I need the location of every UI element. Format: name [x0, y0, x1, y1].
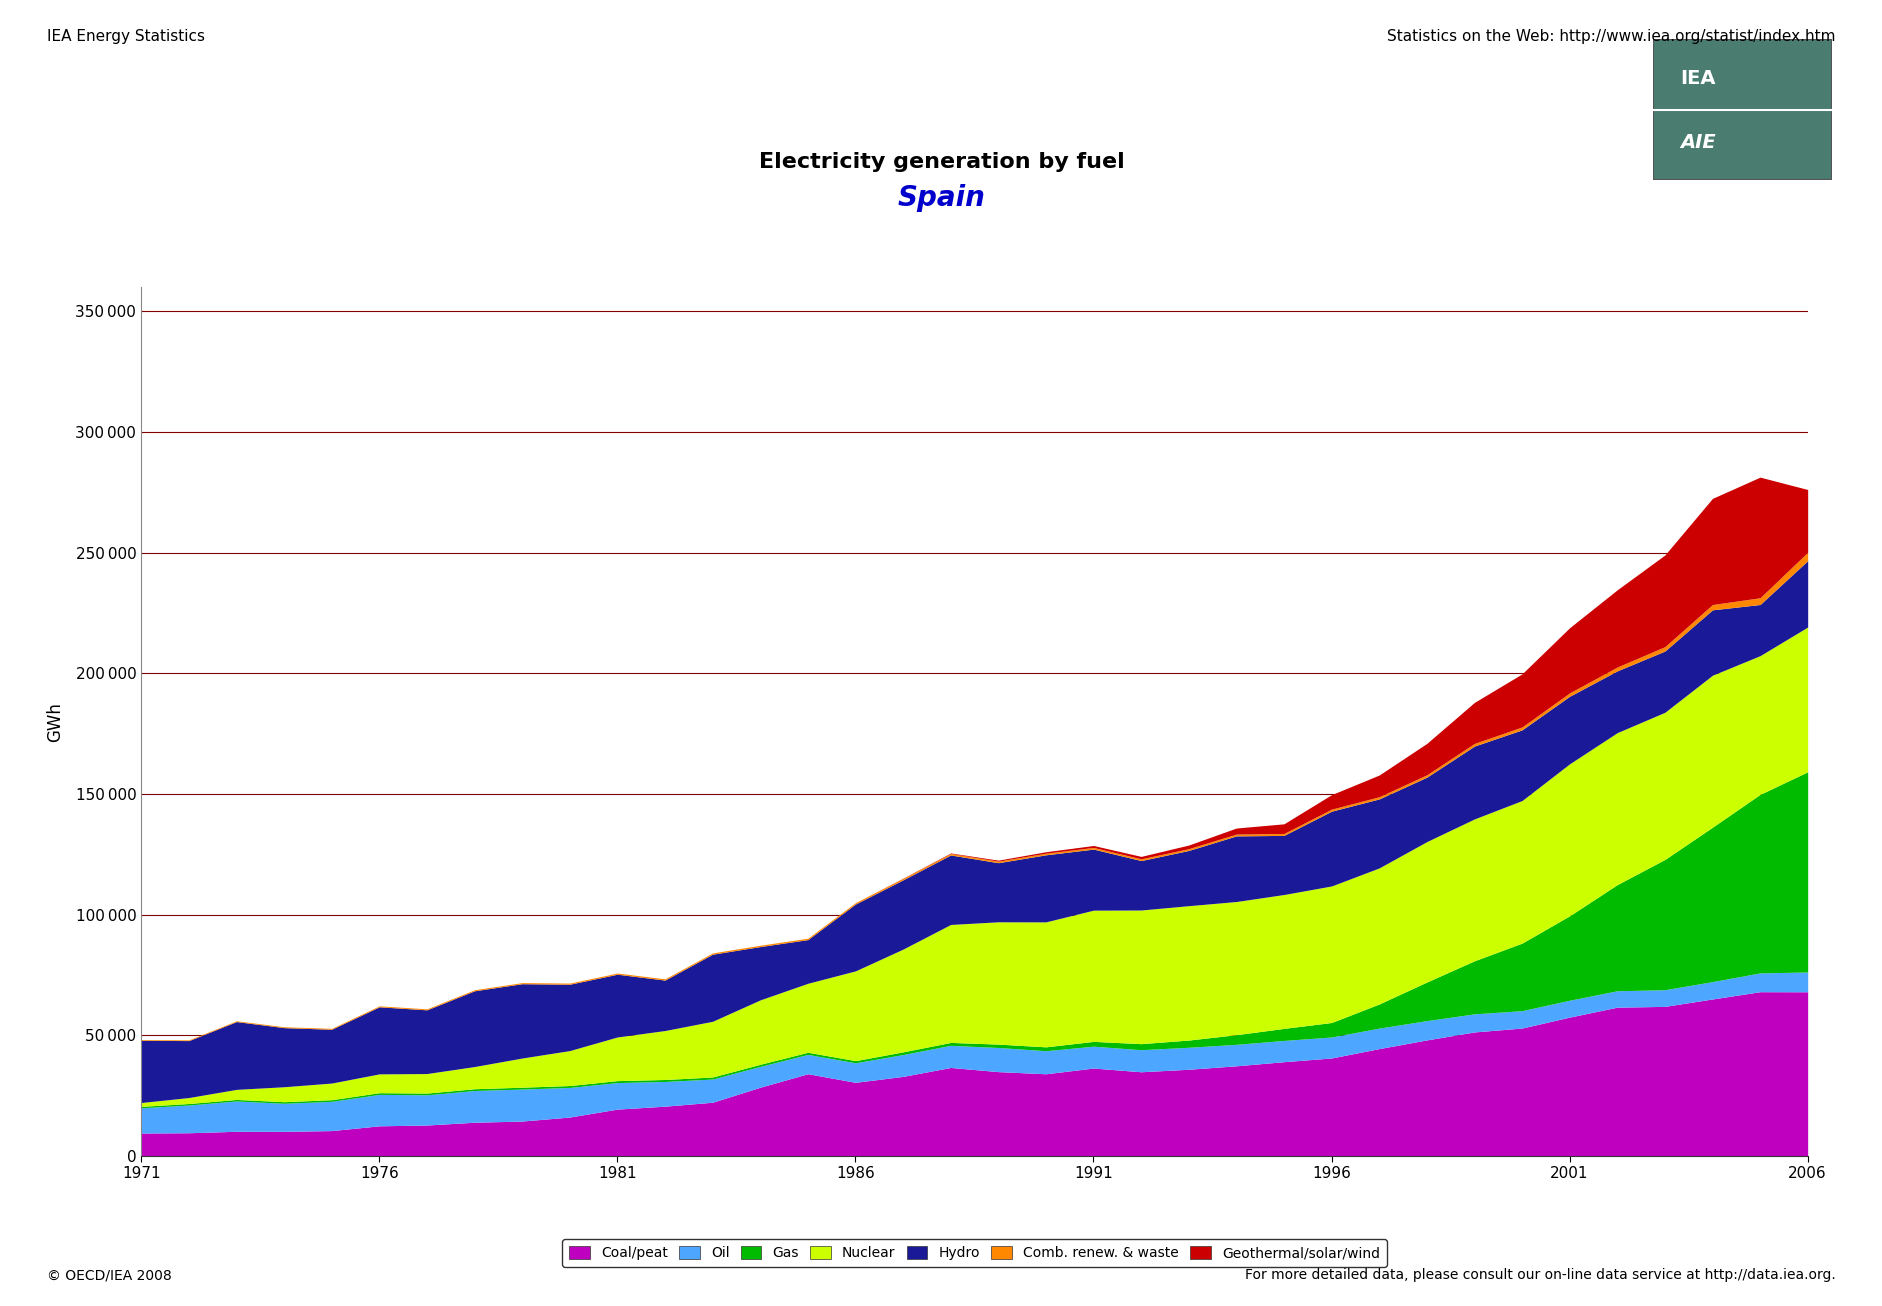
- Text: Spain: Spain: [898, 184, 984, 212]
- Text: IEA: IEA: [1679, 69, 1715, 89]
- Text: Statistics on the Web: http://www.iea.org/statist/index.htm: Statistics on the Web: http://www.iea.or…: [1387, 29, 1835, 43]
- Text: AIE: AIE: [1679, 133, 1715, 151]
- Text: For more detailed data, please consult our on-line data service at http://data.i: For more detailed data, please consult o…: [1244, 1268, 1835, 1282]
- Text: Electricity generation by fuel: Electricity generation by fuel: [758, 153, 1124, 172]
- Y-axis label: GWh: GWh: [47, 701, 64, 742]
- Text: © OECD/IEA 2008: © OECD/IEA 2008: [47, 1268, 171, 1282]
- Legend: Coal/peat, Oil, Gas, Nuclear, Hydro, Comb. renew. & waste, Geothermal/solar/wind: Coal/peat, Oil, Gas, Nuclear, Hydro, Com…: [561, 1239, 1387, 1267]
- Text: IEA Energy Statistics: IEA Energy Statistics: [47, 29, 205, 43]
